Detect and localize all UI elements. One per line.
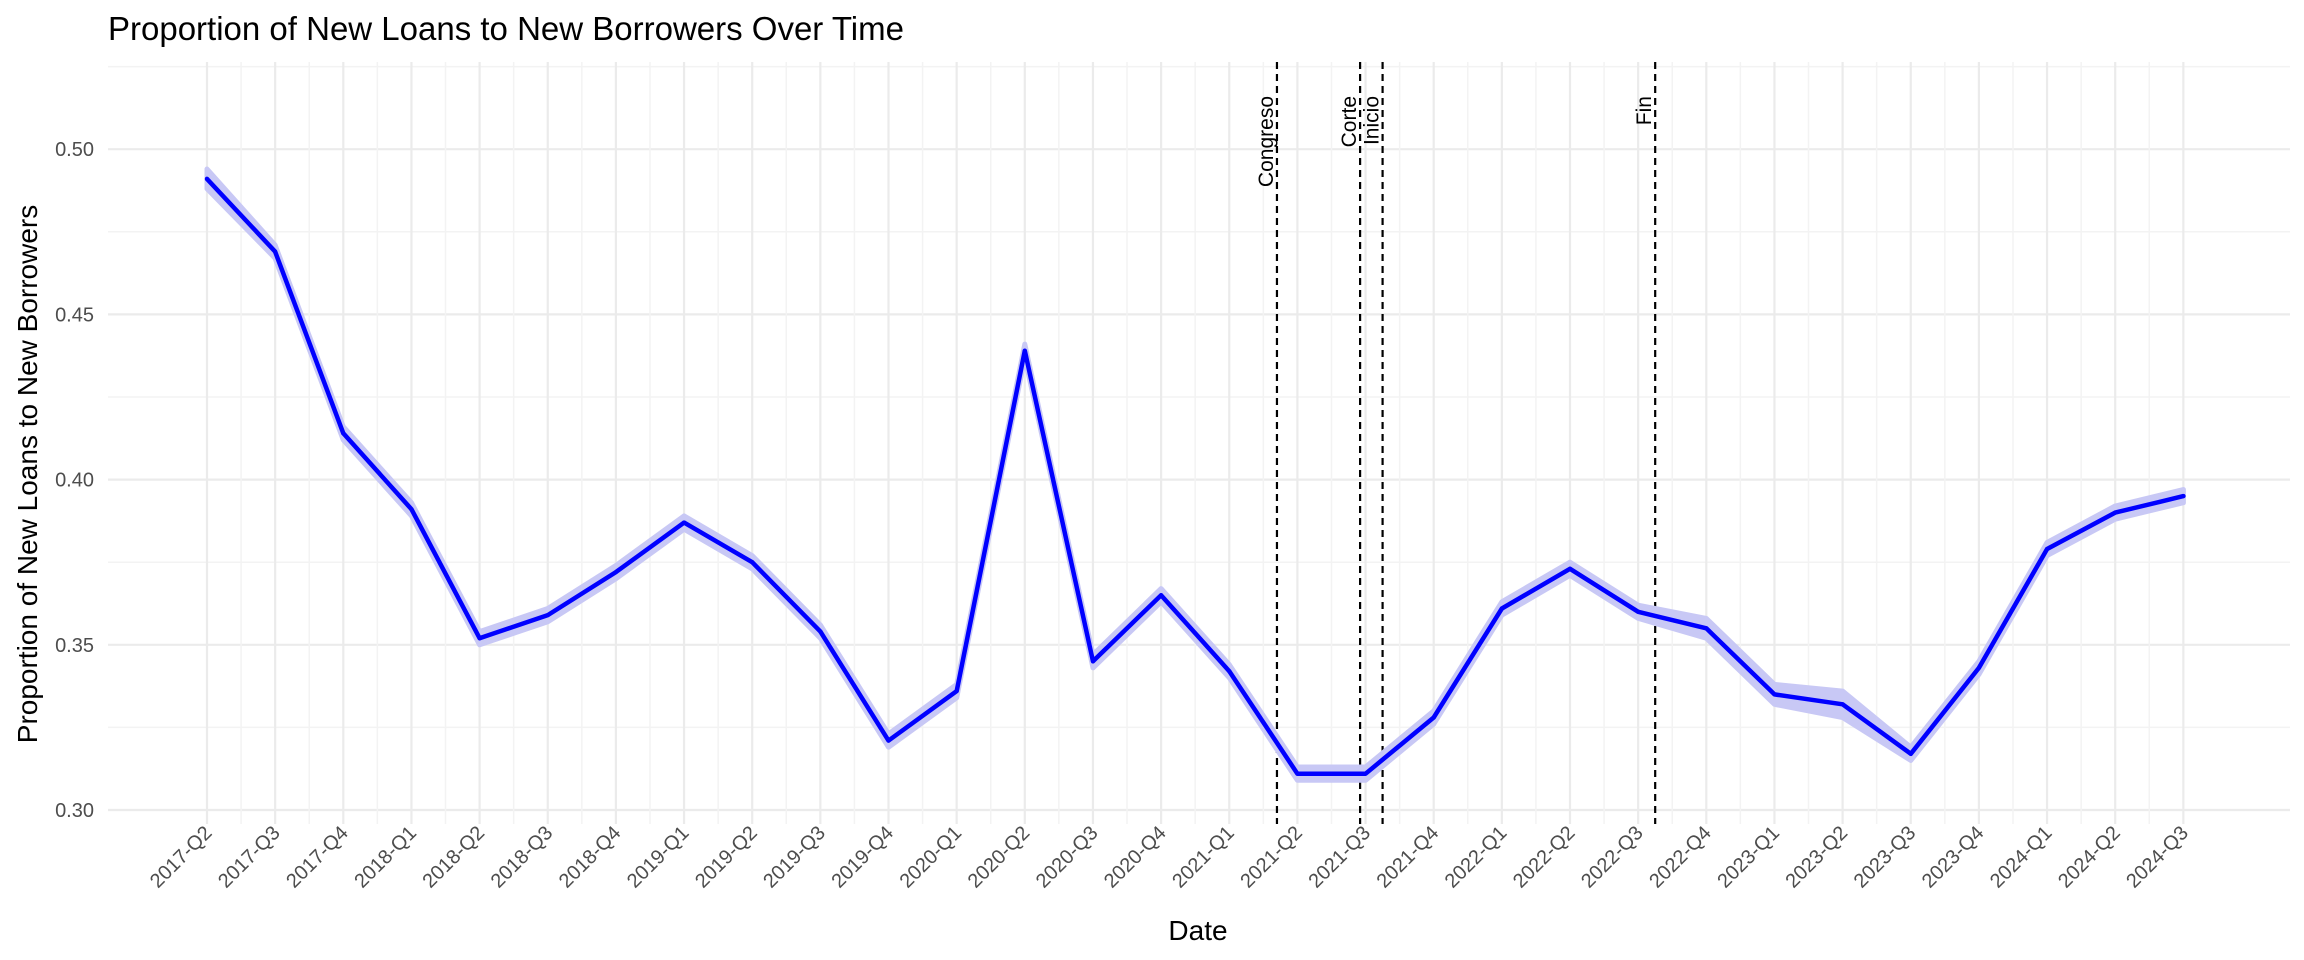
event-lines: Congreso Corte Inicio Fin	[1255, 62, 1657, 824]
x-tick-label: 2020-Q2	[964, 822, 1035, 893]
data-point	[1227, 669, 1232, 674]
data-point	[273, 249, 278, 254]
chart-title: Proportion of New Loans to New Borrowers…	[108, 10, 904, 47]
x-axis-ticks: 2017-Q22017-Q32017-Q42018-Q12018-Q22018-…	[146, 822, 2193, 893]
data-point	[1908, 751, 1913, 756]
y-axis-ticks: 0.30 0.35 0.40 0.45 0.50	[55, 139, 94, 822]
x-tick-label: 2022-Q3	[1577, 822, 1648, 893]
x-tick-label: 2021-Q3	[1304, 822, 1375, 893]
x-tick-label: 2019-Q4	[827, 822, 898, 893]
data-point	[545, 613, 550, 618]
data-point	[1022, 348, 1027, 353]
data-point	[1840, 702, 1845, 707]
x-axis-title: Date	[1168, 915, 1227, 946]
data-point	[2181, 494, 2186, 499]
data-point	[818, 629, 823, 634]
data-point	[1499, 606, 1504, 611]
x-tick-label: 2020-Q4	[1100, 822, 1171, 893]
y-tick-label: 0.40	[55, 470, 94, 492]
data-point	[1636, 609, 1641, 614]
y-axis-title: Proportion of New Loans to New Borrowers	[12, 205, 43, 743]
y-tick-label: 0.35	[55, 635, 94, 657]
series	[204, 166, 2186, 783]
data-point	[1363, 771, 1368, 776]
y-tick-label: 0.30	[55, 800, 94, 822]
x-tick-label: 2021-Q1	[1168, 822, 1239, 893]
x-tick-label: 2017-Q2	[146, 822, 217, 893]
data-point	[1772, 692, 1777, 697]
series-line	[204, 176, 2186, 776]
data-point	[1090, 659, 1095, 664]
data-point	[886, 738, 891, 743]
x-tick-label: 2023-Q3	[1850, 822, 1921, 893]
y-tick-label: 0.45	[55, 304, 94, 326]
grid	[108, 62, 2290, 824]
event-label: Congreso	[1255, 96, 1278, 187]
x-tick-label: 2021-Q4	[1373, 822, 1444, 893]
x-tick-label: 2019-Q3	[759, 822, 830, 893]
x-tick-label: 2023-Q1	[1713, 822, 1784, 893]
data-point	[613, 570, 618, 575]
x-tick-label: 2018-Q3	[487, 822, 558, 893]
event-label: Inicio	[1361, 96, 1384, 145]
data-point	[409, 507, 414, 512]
data-point	[682, 520, 687, 525]
x-tick-label: 2020-Q3	[1032, 822, 1103, 893]
data-point	[341, 431, 346, 436]
confidence-band	[204, 166, 2186, 783]
data-point	[1704, 626, 1709, 631]
data-point	[2045, 546, 2050, 551]
data-point	[1295, 771, 1300, 776]
x-tick-label: 2023-Q2	[1782, 822, 1853, 893]
x-tick-label: 2018-Q2	[419, 822, 490, 893]
x-tick-label: 2021-Q2	[1236, 822, 1307, 893]
data-point	[1976, 665, 1981, 670]
data-point	[1431, 715, 1436, 720]
x-tick-label: 2017-Q3	[214, 822, 285, 893]
y-tick-label: 0.50	[55, 139, 94, 161]
x-tick-label: 2024-Q2	[2054, 822, 2125, 893]
x-tick-label: 2023-Q4	[1918, 822, 1989, 893]
data-point	[477, 636, 482, 641]
event-label: Corte	[1338, 96, 1361, 147]
data-point	[2113, 510, 2118, 515]
x-tick-label: 2022-Q1	[1441, 822, 1512, 893]
x-tick-label: 2024-Q1	[1986, 822, 2057, 893]
x-tick-label: 2018-Q4	[555, 822, 626, 893]
data-point	[1568, 566, 1572, 571]
event-label: Fin	[1633, 96, 1656, 125]
x-tick-label: 2024-Q3	[2122, 822, 2193, 893]
x-tick-label: 2018-Q1	[350, 822, 421, 893]
data-point	[954, 689, 959, 694]
x-tick-label: 2020-Q1	[896, 822, 967, 893]
x-tick-label: 2019-Q2	[691, 822, 762, 893]
x-tick-label: 2022-Q2	[1509, 822, 1580, 893]
data-point	[205, 176, 209, 181]
x-tick-label: 2017-Q4	[282, 822, 353, 893]
data-point	[750, 560, 755, 565]
x-tick-label: 2022-Q4	[1645, 822, 1716, 893]
data-point	[1159, 593, 1164, 598]
x-tick-label: 2019-Q1	[623, 822, 694, 893]
